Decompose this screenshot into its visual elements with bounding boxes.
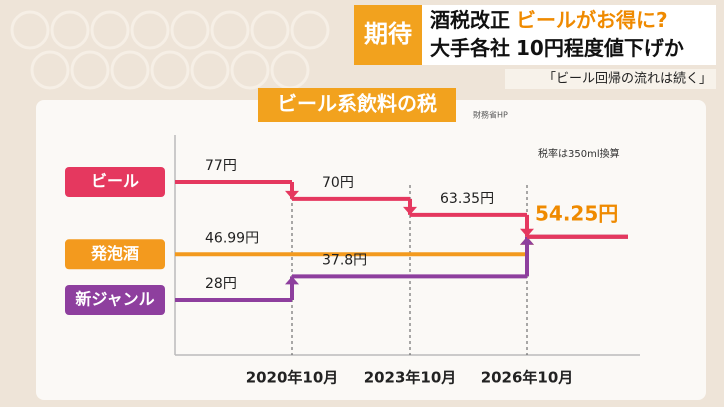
x-tick-label: 2020年10月 — [246, 369, 339, 387]
badge: 期待 — [364, 20, 412, 48]
chart-title-box — [258, 88, 456, 122]
headline: 酒税改正 ビールがお得に? — [430, 8, 668, 32]
value-label: 28円 — [205, 276, 237, 292]
x-tick-label: 2023年10月 — [364, 369, 457, 387]
step-arrow — [403, 206, 417, 215]
step-arrow — [520, 236, 534, 245]
step-arrow — [285, 276, 299, 285]
chart-title: ビール系飲料の税 — [277, 92, 437, 116]
legend-label: 発泡酒 — [90, 244, 139, 263]
headline-part: 10円程度値下げか — [516, 36, 684, 60]
quote-box — [505, 69, 716, 89]
headline-part: 酒税改正 — [430, 8, 510, 32]
value-label: 63.35円 — [440, 191, 494, 207]
step-arrow — [520, 228, 534, 237]
value-label: 37.8円 — [322, 252, 367, 268]
headline-box — [422, 5, 716, 65]
legend-tag — [65, 239, 165, 270]
value-label: 54.25円 — [535, 201, 618, 225]
background-pattern — [10, 10, 330, 90]
legend-label: ビール — [91, 172, 139, 191]
source: 財務省HP — [473, 110, 508, 120]
x-tick-label: 2026年10月 — [481, 369, 574, 387]
legend-tag — [65, 285, 165, 315]
badge-box — [354, 5, 422, 65]
legend-tag — [65, 167, 165, 197]
headline-part: ビールがお得に? — [516, 8, 668, 32]
chart-panel — [36, 100, 706, 400]
legend-label: 新ジャンル — [75, 290, 154, 309]
quote: 「ビール回帰の流れは続く」 — [543, 71, 712, 87]
value-label: 70円 — [322, 175, 354, 191]
headline-part: 大手各社 — [430, 36, 510, 60]
value-label: 46.99円 — [205, 230, 259, 246]
value-label: 77円 — [205, 158, 237, 174]
headline: 大手各社 10円程度値下げか — [430, 36, 684, 60]
step-arrow — [285, 190, 299, 199]
note: 税率は350ml換算 — [538, 147, 620, 160]
